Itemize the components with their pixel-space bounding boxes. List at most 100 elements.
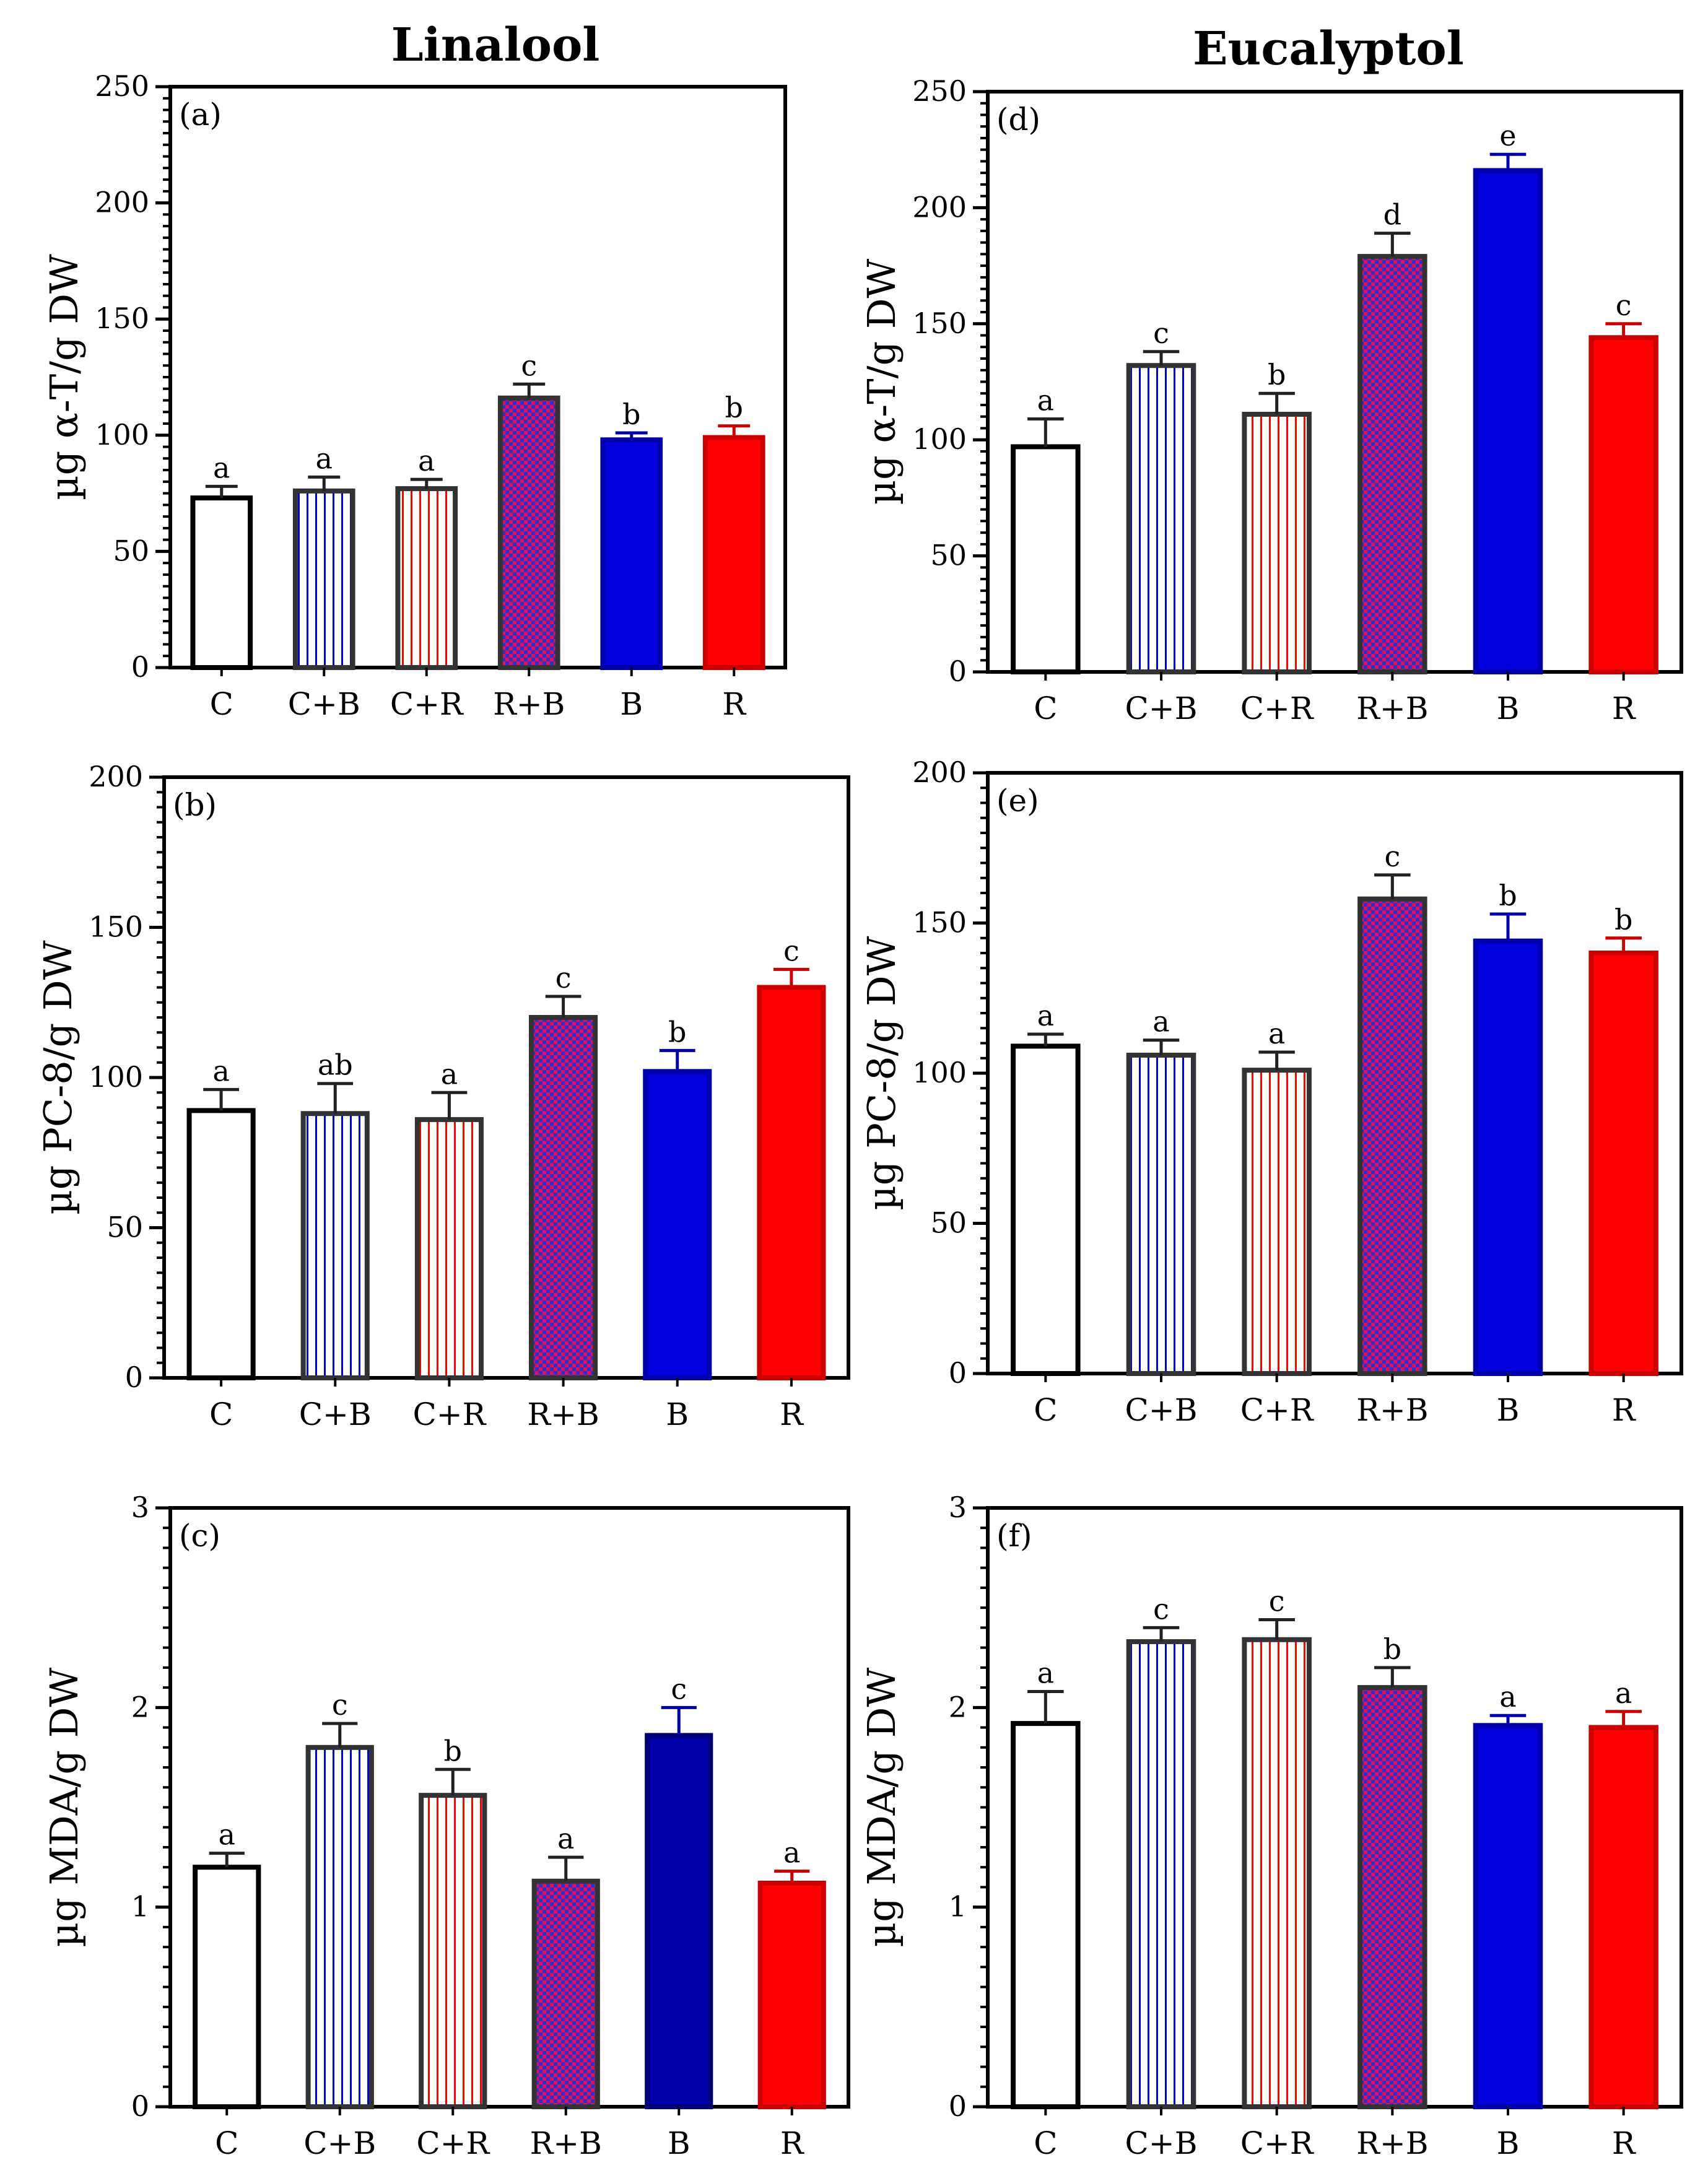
panel-d-xtick-label-c-plus-b: C+B	[1125, 690, 1198, 726]
panel-a-ytick-label-200: 200	[95, 186, 149, 219]
panel-b-bar-c	[186, 1108, 256, 1380]
panel-a-label: (a)	[179, 97, 222, 133]
panel-b-bar-c-plus-r	[414, 1117, 484, 1381]
panel-a-ylabel: µg α-T/g DW	[41, 254, 87, 500]
panel-c-bar-r	[757, 1880, 826, 2109]
panel-d-letter-r: c	[1616, 289, 1632, 322]
panel-b-label: (b)	[173, 787, 217, 823]
panel-a-xtick-label-r-plus-b: R+B	[493, 686, 565, 722]
panel-c-frame	[168, 1506, 850, 2109]
panel-e-bar-r-plus-b	[1357, 896, 1427, 1376]
panel-f-xtick-label-r-plus-b: R+B	[1356, 2125, 1428, 2161]
panel-c-letter-r: a	[783, 1836, 800, 1870]
panel-b-xtick-label-c-plus-r: C+R	[413, 1396, 487, 1432]
panel-b-bar-r	[757, 985, 826, 1380]
panel-b-ytick-label-50: 50	[107, 1211, 143, 1244]
panel-d-letter-r-plus-b: d	[1383, 198, 1401, 232]
panel-d-letter-c-plus-r: b	[1268, 358, 1286, 391]
panel-d-ytick-label-250: 250	[912, 74, 967, 108]
panel-d-bar-c-plus-r	[1242, 411, 1312, 674]
panel-c-xtick-label-c-plus-b: C+B	[303, 2125, 376, 2161]
panel-a-ytick-label-250: 250	[95, 69, 149, 103]
panel-d-bar-c-plus-b	[1126, 363, 1196, 674]
panel-e-xtick-label-c-plus-b: C+B	[1125, 1392, 1198, 1428]
panel-d-xtick-label-b: B	[1497, 690, 1520, 726]
panel-c-letter-c-plus-b: c	[332, 1688, 348, 1722]
panel-f-xtick-label-c: C	[1034, 2125, 1057, 2161]
panel-d-bar-r	[1588, 335, 1658, 674]
panel-e-ytick-label-200: 200	[912, 756, 967, 789]
panel-e-xtick-label-b: B	[1497, 1392, 1520, 1428]
panel-f-letter-b: a	[1499, 1680, 1516, 1714]
panel-e-letter-r: b	[1614, 903, 1632, 936]
panel-f-label: (f)	[996, 1518, 1032, 1554]
panel-a-letter-c: a	[213, 451, 230, 484]
panel-a-ytick-label-0: 0	[131, 650, 149, 684]
panel-e-ytick-label-50: 50	[930, 1206, 967, 1240]
panel-b-ytick-label-0: 0	[125, 1361, 143, 1394]
panel-b-ylabel: µg PC-8/g DW	[35, 940, 81, 1214]
panel-d-label: (d)	[996, 102, 1040, 137]
panel-e-letter-b: b	[1499, 879, 1517, 912]
panel-a-bar-c	[190, 495, 253, 670]
panel-e-bar-c	[1011, 1043, 1081, 1376]
panel-b-letter-r: c	[783, 934, 800, 967]
panel-f-bar-c-plus-b	[1126, 1639, 1196, 2110]
panel-a-letter-c-plus-r: a	[418, 444, 435, 477]
panel-e-ylabel: µg PC-8/g DW	[859, 936, 904, 1210]
panel-c-ytick-label-2: 2	[131, 1690, 149, 1723]
panel-d-xtick-label-c: C	[1034, 690, 1057, 726]
panel-a-letter-c-plus-b: a	[316, 442, 333, 475]
panel-b-xtick-label-c-plus-b: C+B	[299, 1396, 372, 1432]
panel-b-xtick-label-r-plus-b: R+B	[527, 1396, 599, 1432]
panel-f-ylabel: µg MDA/g DW	[859, 1668, 904, 1948]
panel-c-ylabel: µg MDA/g DW	[41, 1668, 87, 1948]
panel-d-ytick-label-0: 0	[949, 655, 967, 688]
panel-a-bar-r-plus-b	[497, 395, 560, 670]
panel-f-xtick-label-b: B	[1497, 2125, 1520, 2161]
panel-e-letter-r-plus-b: c	[1384, 840, 1400, 873]
panel-f-letter-r-plus-b: b	[1383, 1632, 1401, 1666]
panel-a-xtick-label-c-plus-b: C+B	[288, 686, 360, 722]
panel-d-xtick-label-r: R	[1612, 690, 1636, 726]
panel-e-bar-c-plus-r	[1242, 1068, 1312, 1377]
panel-b-ytick-label-100: 100	[89, 1060, 143, 1094]
panel-b-xtick-label-r: R	[780, 1396, 804, 1432]
panel-c-ytick-label-0: 0	[131, 2089, 149, 2123]
panel-e-bar-b	[1473, 938, 1543, 1376]
panel-e-bar-c-plus-b	[1126, 1052, 1196, 1376]
panel-a-xtick-label-c-plus-r: C+R	[390, 686, 464, 722]
panel-b-bar-b	[643, 1069, 712, 1381]
panel-f-ytick-label-1: 1	[949, 1890, 967, 1923]
panel-a-bar-c-plus-r	[395, 486, 458, 670]
panel-e-frame	[986, 771, 1683, 1375]
panel-f-frame	[986, 1506, 1683, 2109]
panel-f-xtick-label-c-plus-r: C+R	[1240, 2125, 1314, 2161]
panel-e-xtick-label-c-plus-r: C+R	[1240, 1392, 1314, 1428]
panel-f-bar-c	[1011, 1721, 1081, 2110]
panel-f-letter-c: a	[1037, 1657, 1054, 1690]
panel-d-ytick-label-150: 150	[912, 307, 967, 340]
panel-e-bar-r	[1588, 951, 1658, 1376]
panel-a-ytick-label-150: 150	[95, 302, 149, 335]
panel-d-bar-r-plus-b	[1357, 254, 1427, 675]
panel-c-bar-c-plus-r	[419, 1793, 487, 2109]
panel-c-bar-b	[645, 1733, 713, 2109]
panel-c-xtick-label-b: B	[668, 2125, 691, 2161]
panel-b-letter-c-plus-r: a	[441, 1057, 458, 1091]
panel-b-xtick-label-b: B	[666, 1396, 689, 1432]
panel-c-ytick-label-1: 1	[131, 1890, 149, 1923]
panel-b-letter-c: a	[212, 1054, 229, 1087]
panel-c-letter-b: c	[671, 1672, 687, 1705]
panel-e-ytick-label-0: 0	[949, 1356, 967, 1390]
panel-f-letter-c-plus-b: c	[1153, 1592, 1169, 1626]
panel-c-ytick-label-3: 3	[131, 1491, 149, 1524]
panel-f-xtick-label-r: R	[1612, 2125, 1636, 2161]
panel-b-bar-r-plus-b	[529, 1015, 598, 1380]
panel-a-ytick-label-50: 50	[113, 534, 149, 567]
panel-a-bar-b	[600, 437, 663, 671]
panel-c-xtick-label-c: C	[215, 2125, 238, 2161]
panel-d-xtick-label-r-plus-b: R+B	[1356, 690, 1428, 726]
panel-c-bar-c	[193, 1865, 261, 2109]
panel-d-letter-c-plus-b: c	[1153, 316, 1169, 350]
